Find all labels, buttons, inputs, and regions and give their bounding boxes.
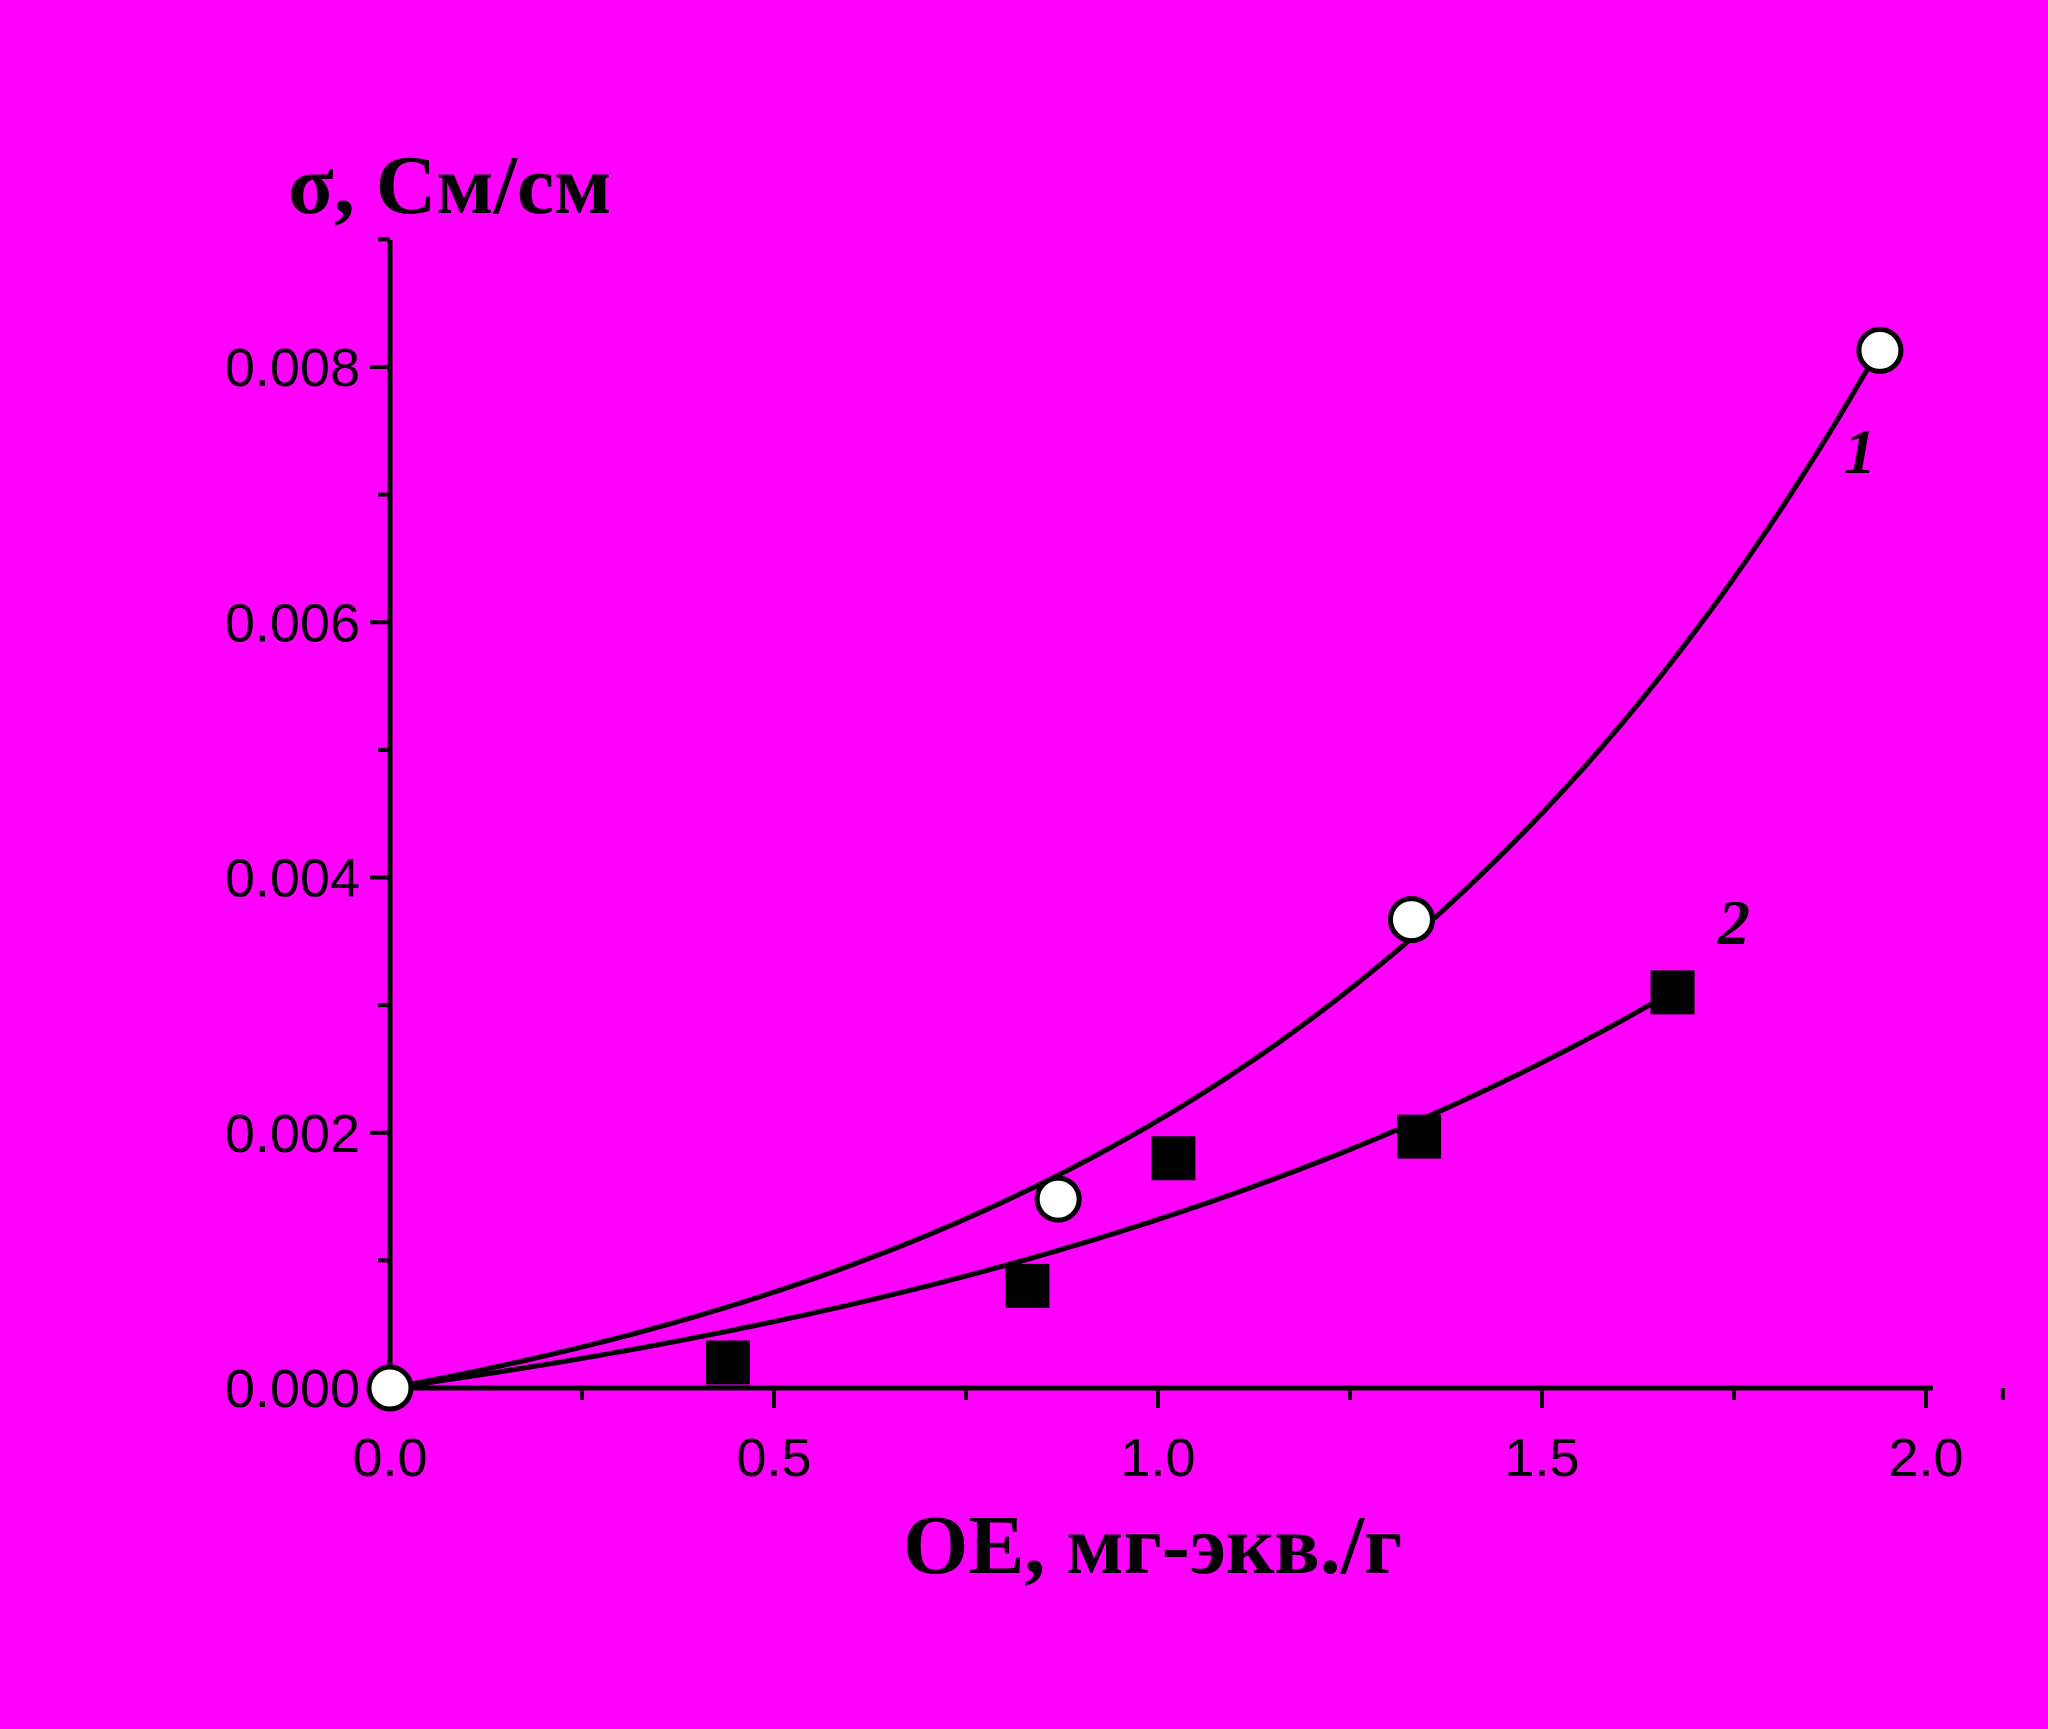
series-2-point — [1005, 1263, 1050, 1308]
series-2-point — [705, 1340, 750, 1385]
series-1-fit-line — [389, 332, 1890, 1391]
y-tick-label: 0.008 — [225, 338, 360, 398]
tick-labels: 0.0 0.5 1.0 1.5 2.0 0.000 0.002 0.004 0.006 0.008 — [225, 338, 1964, 1488]
series-2-point — [1151, 1136, 1196, 1181]
fit-curves — [389, 332, 1890, 1391]
series-1-point — [1387, 896, 1435, 944]
y-tick-label: 0.002 — [225, 1104, 360, 1164]
x-tick-label: 0.0 — [352, 1428, 427, 1488]
y-axis-title: σ, См/см — [288, 139, 611, 232]
x-tick-label: 1.5 — [1504, 1428, 1579, 1488]
series-1-point — [1034, 1175, 1082, 1223]
y-tick-label: 0.000 — [225, 1359, 360, 1419]
y-tick-label: 0.006 — [225, 593, 360, 653]
series-1-point — [366, 1364, 414, 1412]
x-tick-label: 0.5 — [736, 1428, 811, 1488]
series-2-point — [1650, 970, 1695, 1015]
y-tick-label: 0.004 — [225, 849, 360, 909]
series-2-fit-line — [389, 989, 1674, 1391]
x-tick-label: 2.0 — [1888, 1428, 1963, 1488]
x-tick-label: 1.0 — [1120, 1428, 1195, 1488]
series-1-label: 1 — [1844, 416, 1876, 487]
series-2-point — [1397, 1114, 1442, 1159]
series-1-point — [1856, 326, 1904, 374]
data-markers — [366, 326, 1904, 1412]
series-2-label: 2 — [1717, 887, 1750, 958]
x-axis-title: ОЕ, мг-экв./г — [903, 1499, 1402, 1592]
